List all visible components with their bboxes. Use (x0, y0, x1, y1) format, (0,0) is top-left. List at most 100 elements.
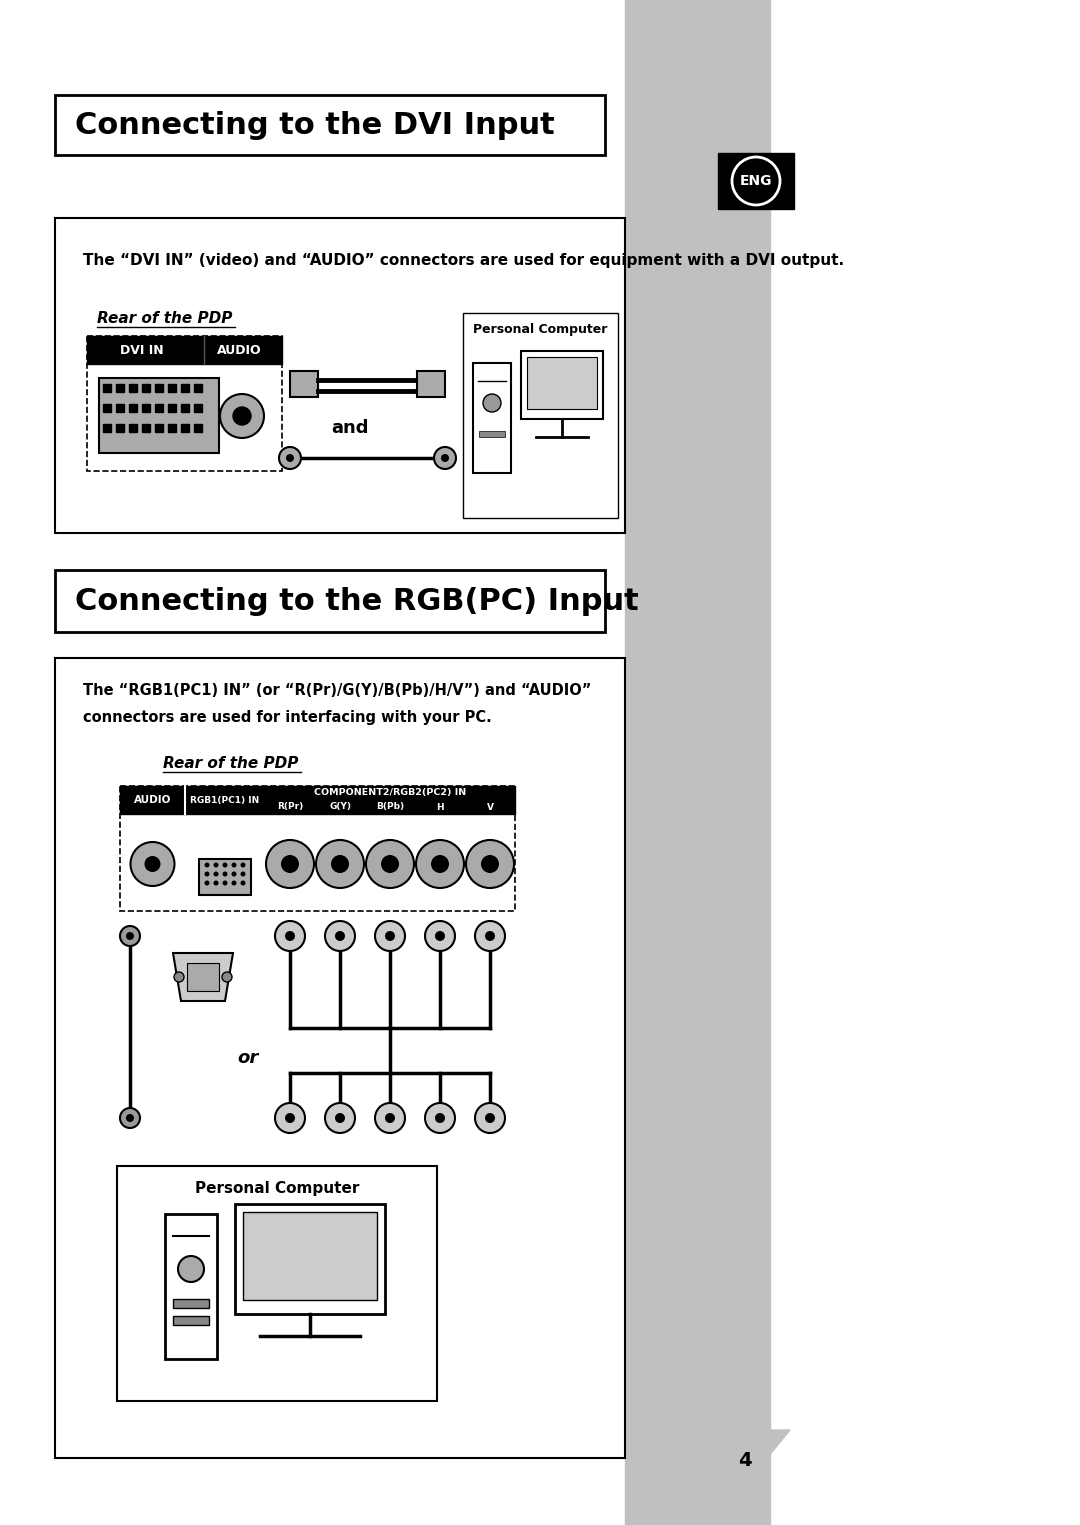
Circle shape (281, 856, 299, 872)
Circle shape (204, 871, 210, 877)
Bar (173, 1316, 210, 1325)
Circle shape (275, 921, 305, 952)
Text: H: H (436, 802, 444, 811)
Text: Connecting to the DVI Input: Connecting to the DVI Input (75, 110, 555, 139)
Circle shape (286, 454, 294, 462)
Bar (181, 424, 189, 432)
Bar (156, 404, 163, 412)
Bar (116, 424, 124, 432)
Circle shape (214, 863, 218, 868)
Bar (165, 1214, 217, 1359)
Circle shape (174, 971, 184, 982)
Text: The “DVI IN” (video) and “AUDIO” connectors are used for equipment with a DVI ou: The “DVI IN” (video) and “AUDIO” connect… (83, 253, 845, 268)
Bar (141, 384, 150, 392)
Text: Rear of the PDP: Rear of the PDP (163, 756, 298, 772)
Bar (87, 336, 282, 364)
Circle shape (485, 1113, 495, 1122)
Circle shape (241, 871, 245, 877)
Bar (156, 384, 163, 392)
Bar (473, 363, 511, 473)
Circle shape (435, 1113, 445, 1122)
Bar (120, 785, 185, 814)
Bar (129, 404, 137, 412)
Text: R(Pr): R(Pr) (276, 802, 303, 811)
Circle shape (335, 930, 345, 941)
Circle shape (266, 840, 314, 888)
Circle shape (366, 840, 414, 888)
Circle shape (381, 856, 399, 872)
Circle shape (222, 971, 232, 982)
Text: Connecting to the RGB(PC) Input: Connecting to the RGB(PC) Input (75, 587, 638, 616)
Text: or: or (238, 1049, 258, 1067)
Circle shape (483, 393, 501, 412)
Text: DVI IN: DVI IN (120, 343, 163, 357)
Circle shape (231, 863, 237, 868)
Circle shape (475, 1103, 505, 1133)
Bar (116, 404, 124, 412)
Bar (199, 859, 251, 895)
Bar (265, 785, 515, 801)
Bar (173, 1299, 210, 1308)
Circle shape (120, 926, 140, 946)
Circle shape (145, 856, 161, 872)
Circle shape (426, 1103, 455, 1133)
Bar (168, 424, 176, 432)
Circle shape (426, 921, 455, 952)
Circle shape (204, 863, 210, 868)
Bar (480, 432, 505, 438)
Bar (417, 371, 445, 396)
Circle shape (375, 921, 405, 952)
Circle shape (126, 932, 134, 939)
Bar (129, 384, 137, 392)
Text: AUDIO: AUDIO (134, 795, 172, 805)
Bar (116, 384, 124, 392)
Circle shape (485, 930, 495, 941)
Bar (291, 371, 318, 396)
Polygon shape (700, 1430, 789, 1485)
Text: Rear of the PDP: Rear of the PDP (97, 311, 232, 326)
Bar (103, 384, 111, 392)
Circle shape (241, 880, 245, 886)
Circle shape (222, 863, 228, 868)
Bar (103, 404, 111, 412)
Circle shape (233, 407, 251, 425)
Bar (265, 801, 515, 814)
Bar (141, 404, 150, 412)
Circle shape (481, 856, 499, 872)
Circle shape (732, 157, 780, 204)
Bar (235, 1205, 384, 1315)
Bar (168, 384, 176, 392)
Bar (187, 962, 219, 991)
Bar (156, 424, 163, 432)
Bar (521, 351, 603, 419)
Text: ENG: ENG (740, 174, 772, 188)
Circle shape (222, 880, 228, 886)
Circle shape (214, 871, 218, 877)
Circle shape (475, 921, 505, 952)
Circle shape (441, 454, 449, 462)
Circle shape (384, 1113, 395, 1122)
Circle shape (285, 1113, 295, 1122)
Circle shape (275, 1103, 305, 1133)
Circle shape (222, 871, 228, 877)
Bar (181, 384, 189, 392)
Bar (55, 657, 625, 1458)
Circle shape (131, 842, 175, 886)
Circle shape (434, 447, 456, 470)
Circle shape (335, 1113, 345, 1122)
Circle shape (316, 840, 364, 888)
Text: B(Pb): B(Pb) (376, 802, 404, 811)
Bar (194, 404, 202, 412)
Bar (181, 404, 189, 412)
Text: COMPONENT2/RGB2(PC2) IN: COMPONENT2/RGB2(PC2) IN (314, 788, 467, 798)
Text: V: V (486, 802, 494, 811)
Text: The “RGB1(PC1) IN” (or “R(Pr)/G(Y)/B(Pb)/H/V”) and “AUDIO”: The “RGB1(PC1) IN” (or “R(Pr)/G(Y)/B(Pb)… (83, 683, 592, 698)
Circle shape (178, 1257, 204, 1283)
Circle shape (375, 1103, 405, 1133)
Text: G(Y): G(Y) (329, 802, 351, 811)
Circle shape (214, 880, 218, 886)
Circle shape (231, 880, 237, 886)
Circle shape (325, 1103, 355, 1133)
Bar (129, 424, 137, 432)
Bar (55, 218, 625, 534)
